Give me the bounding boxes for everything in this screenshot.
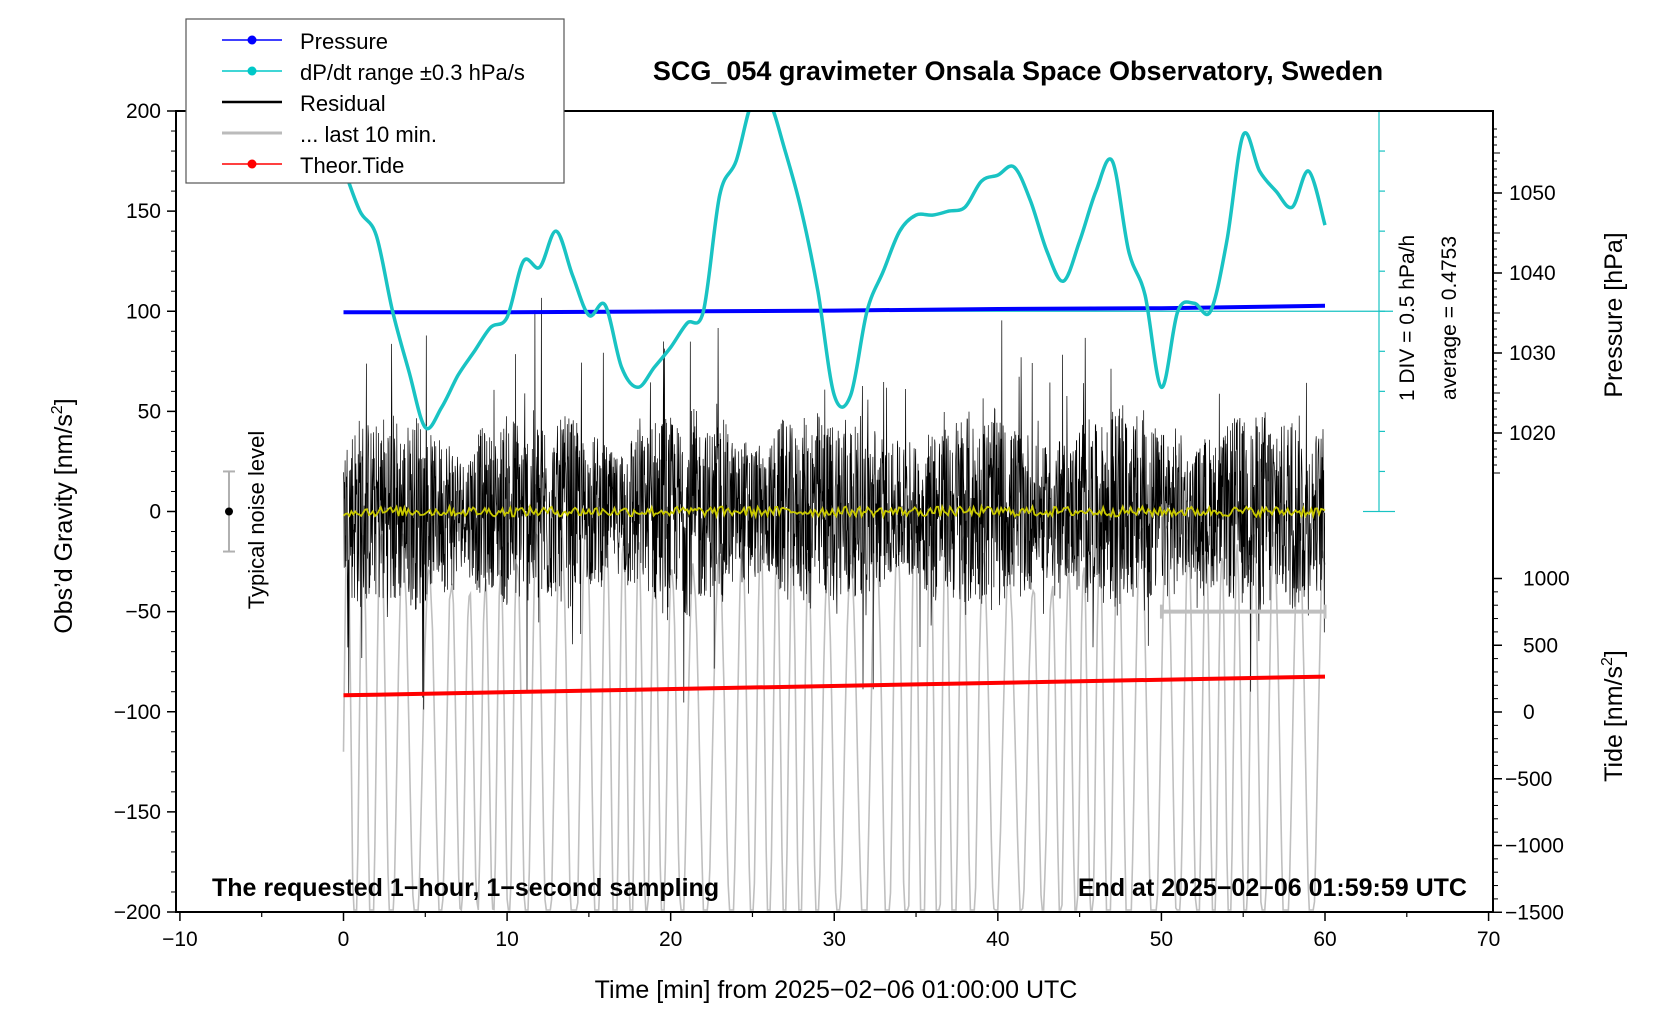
last10-trace-layer: [342, 507, 1326, 912]
legend-label-dpdt: dP/dt range ±0.3 hPa/s: [300, 60, 525, 85]
last10-trace: [342, 507, 1326, 912]
legend-entry-tide: Theor.Tide: [222, 153, 404, 178]
y-tick-label-pressure: 1030: [1509, 342, 1556, 365]
legend-label-last10: ... last 10 min.: [300, 122, 437, 147]
legend-marker-tide: [247, 159, 257, 169]
legend: Pressure dP/dt range ±0.3 hPa/s Residual…: [185, 18, 565, 184]
x-tick-label: 60: [1313, 928, 1336, 951]
legend-marker-dpdt: [247, 66, 257, 76]
legend-marker-pressure: [247, 35, 257, 45]
x-tick-label: 70: [1477, 928, 1500, 951]
y-axis-label-pressure: Pressure [hPa]: [1600, 232, 1628, 397]
x-tick-label: 40: [986, 928, 1009, 951]
filtered-residual-trace: [342, 503, 1326, 520]
legend-label-pressure: Pressure: [300, 29, 388, 54]
x-tick-label: 30: [823, 928, 846, 951]
x-tick-label: 50: [1150, 928, 1173, 951]
x-tick-label: −10: [162, 928, 198, 951]
noise-level-label: Typical noise level: [244, 431, 269, 610]
y-tick-label-gravity: 150: [126, 200, 161, 223]
y-tick-label-gravity: −150: [114, 801, 161, 824]
y-tick-label-pressure: 1040: [1509, 262, 1556, 285]
end-time-note: End at 2025−02−06 01:59:59 UTC: [1078, 874, 1467, 902]
y-tick-label-tide: 1000: [1523, 568, 1570, 591]
x-tick-label: 0: [338, 928, 350, 951]
y-tick-label-pressure: 1020: [1509, 422, 1556, 445]
y-tick-label-gravity: −50: [125, 601, 161, 624]
y-tick-label-pressure: 1050: [1509, 182, 1556, 205]
dpdt-average-label: average = 0.4753: [1438, 236, 1461, 400]
y-tick-label-tide: 0: [1523, 701, 1535, 724]
y-tick-label-tide: −1000: [1505, 835, 1564, 858]
y-tick-label-gravity: 0: [149, 501, 161, 524]
x-tick-label: 20: [659, 928, 682, 951]
residual-trace: [343, 297, 1326, 710]
y-tick-label-gravity: 100: [126, 300, 161, 323]
y-tick-label-tide: 500: [1523, 634, 1558, 657]
y-tick-label-gravity: 200: [126, 100, 161, 123]
dpdt-line: [341, 111, 1327, 431]
y-tick-label-gravity: 50: [138, 400, 161, 423]
legend-entry-dpdt: dP/dt range ±0.3 hPa/s: [222, 60, 525, 85]
y-tick-label-tide: −1500: [1505, 901, 1564, 924]
chart-title: SCG_054 gravimeter Onsala Space Observat…: [653, 56, 1383, 86]
y-axis-label-gravity: Obs’d Gravity [nm/s2]: [49, 398, 78, 633]
legend-label-residual: Residual: [300, 91, 386, 116]
x-axis-label: Time [min] from 2025−02−06 01:00:00 UTC: [595, 976, 1078, 1004]
y-axis-label-tide: Tide [nm/s2]: [1599, 650, 1628, 782]
legend-label-tide: Theor.Tide: [300, 153, 404, 178]
residual-trace-layer: [342, 297, 1326, 710]
pressure-line: [343, 303, 1326, 315]
sampling-note: The requested 1−hour, 1−second sampling: [212, 874, 719, 902]
series-layer: [222, 110, 1395, 698]
legend-entry-pressure: Pressure: [222, 29, 388, 54]
tick-layer: −10 0 10 20 30 40 50 60 70200150100500−50−100−15…: [114, 100, 1570, 951]
x-tick-label: 10: [495, 928, 518, 951]
legend-entry-residual: Residual: [222, 91, 386, 116]
dpdt-division-label: 1 DIV = 0.5 hPa/h: [1396, 235, 1419, 401]
legend-entry-last10: ... last 10 min.: [222, 122, 437, 147]
noise-bar-dot: [224, 507, 233, 516]
y-tick-label-gravity: −100: [114, 701, 161, 724]
tide-line: [343, 674, 1326, 698]
y-tick-label-tide: −500: [1505, 768, 1552, 791]
y-tick-label-gravity: −200: [114, 901, 161, 924]
